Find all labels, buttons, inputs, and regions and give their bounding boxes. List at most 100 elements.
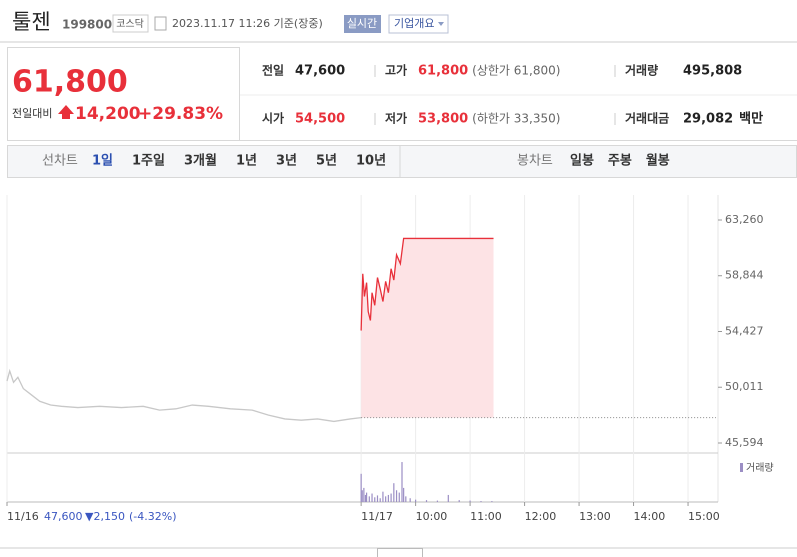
period-tab[interactable]: 10년 [356, 154, 386, 169]
stock-name: 툴젠 [12, 10, 51, 34]
stat-value: 54,500 [295, 112, 345, 127]
line-chart-label: 선차트 [42, 154, 78, 169]
current-price: 61,800 [12, 65, 128, 100]
volume-bar [360, 473, 362, 502]
prev-change: ▼2,150 [85, 510, 125, 523]
tab-bar [7, 145, 797, 178]
y-tick-label: 54,427 [725, 324, 764, 337]
y-tick-label: 45,594 [725, 436, 764, 449]
x-tick-label: 10:00 [416, 510, 448, 523]
stat-value: 47,600 [295, 64, 345, 79]
volume-bar [385, 496, 387, 502]
candle-tab[interactable]: 주봉 [608, 154, 632, 169]
stat-note: (상한가 61,800) [472, 64, 560, 78]
period-tab[interactable]: 1주일 [132, 154, 165, 169]
stat-note: (하한가 33,350) [472, 112, 560, 126]
volume-bar [491, 501, 493, 502]
price-box [7, 47, 240, 141]
price-line [6, 368, 362, 423]
volume-bar [405, 496, 407, 502]
stat-label: 거래량 [625, 63, 658, 78]
volume-bar [393, 483, 395, 502]
stat-label: 시가 [262, 111, 284, 126]
stat-value: 495,808 [683, 64, 742, 79]
volume-bar [425, 500, 428, 502]
period-tab[interactable]: 1일 [92, 154, 113, 169]
volume-bar [409, 498, 411, 502]
realtime-label[interactable]: 실시간 [347, 17, 377, 30]
up-arrow [58, 105, 74, 119]
period-tab[interactable]: 5년 [316, 154, 337, 169]
stat-value: 53,800 [418, 112, 468, 127]
y-tick-label: 58,844 [725, 269, 764, 282]
volume-bar [364, 494, 367, 502]
x-tick-label: 11/16 [7, 510, 39, 523]
volume-bar [480, 501, 482, 502]
x-tick-label: 11:00 [470, 510, 502, 523]
tabs: 1일 1주일 3개월 1년 3년 5년 10년 일봉 주봉 월봉 [92, 153, 670, 169]
change-rate: +29.83% [138, 104, 223, 124]
company-button[interactable] [388, 14, 449, 34]
stat-unit: 백만 [739, 111, 763, 127]
volume-bar [395, 490, 398, 502]
x-tick-label: 14:00 [634, 510, 666, 523]
stat-value: 29,082 [683, 112, 733, 127]
volume-bar [368, 496, 370, 502]
volume-bar [374, 497, 376, 502]
period-tab[interactable]: 1년 [236, 154, 257, 169]
x-tick-label: 12:00 [525, 510, 557, 523]
volume-bar [401, 462, 403, 502]
dropdown-caret [438, 22, 444, 26]
volume-bar [436, 500, 439, 502]
period-tab[interactable]: 3개월 [184, 153, 217, 169]
y-tick-label: 63,260 [725, 213, 764, 226]
volume-bar [469, 500, 471, 502]
stat-value: 61,800 [418, 64, 468, 79]
volume-bar [447, 494, 449, 502]
price-change: 14,200 [75, 104, 141, 124]
x-tick-label: 11/17 [361, 510, 393, 523]
volume-bar [387, 494, 389, 502]
x-tick-label: 13:00 [579, 510, 611, 523]
volume-legend-swatch [740, 463, 743, 472]
clock-icon [154, 16, 167, 31]
market-badge [112, 14, 149, 33]
volume-bar [398, 492, 400, 502]
prev-rate: (-4.32%) [129, 510, 177, 523]
x-tick-label: 15:00 [688, 510, 720, 523]
candle-chart-label: 봉차트 [517, 154, 553, 169]
volume-bar [365, 492, 368, 502]
stat-label: 거래대금 [625, 111, 669, 126]
volume-bar [415, 499, 417, 502]
volume-bar [382, 491, 384, 502]
volume-bar [361, 490, 363, 502]
volume-bar [458, 500, 460, 502]
volume-bar [376, 495, 379, 502]
stats: 전일 47,600 고가 61,800 (상한가 61,800) 거래량 495,808 시가… [262, 63, 763, 127]
price-line [360, 237, 494, 331]
candle-tab[interactable]: 일봉 [570, 154, 594, 169]
volume-bar [363, 487, 365, 502]
candle-tab[interactable]: 월봉 [646, 153, 670, 169]
stat-label: 저가 [385, 111, 407, 126]
stat-label: 고가 [385, 63, 407, 78]
price-area [361, 238, 494, 418]
realtime-button[interactable] [344, 15, 381, 33]
period-tab[interactable]: 3년 [276, 154, 297, 169]
y-tick-label: 50,011 [725, 380, 764, 393]
volume-bar [371, 493, 373, 502]
company-label[interactable]: 기업개요 [394, 17, 434, 30]
volume-bar [390, 493, 392, 502]
market-label: 코스닥 [116, 18, 144, 30]
volume-bar [379, 498, 381, 502]
plot: 11/16 11/17 10:00 11:00 12:00 13:00 14:00 15:00… [6, 195, 764, 523]
volume-bar [403, 487, 405, 502]
timestamp: 2023.11.17 11:26 기준(장중) [172, 17, 323, 30]
volume-legend: 거래량 [746, 462, 774, 474]
collapse-handle[interactable] [377, 548, 423, 557]
prev-close: 47,600 [44, 510, 83, 523]
stock-code: 199800 [62, 18, 112, 32]
change-label: 전일대비 [12, 106, 52, 120]
stat-label: 전일 [262, 63, 284, 78]
